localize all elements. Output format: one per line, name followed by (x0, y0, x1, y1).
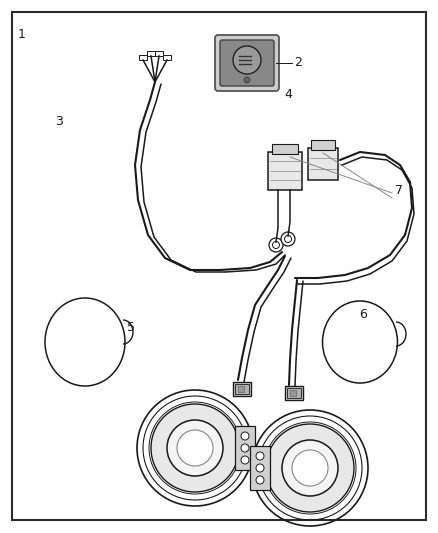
Bar (235, 426, 255, 470)
Circle shape (233, 46, 261, 74)
Circle shape (151, 404, 239, 492)
Circle shape (272, 241, 279, 248)
Bar (268, 152, 302, 190)
Bar (235, 384, 249, 394)
Circle shape (285, 236, 292, 243)
Circle shape (292, 450, 328, 486)
Text: 2: 2 (294, 56, 302, 69)
Circle shape (177, 430, 213, 466)
Bar (308, 148, 338, 180)
Text: 7: 7 (395, 183, 403, 197)
Ellipse shape (45, 298, 125, 386)
Circle shape (282, 440, 338, 496)
Bar (250, 446, 270, 490)
Bar (287, 388, 301, 398)
Circle shape (256, 476, 264, 484)
Circle shape (256, 464, 264, 472)
Text: 5: 5 (127, 321, 135, 334)
Bar (233, 382, 251, 396)
Text: 1: 1 (18, 28, 26, 41)
Circle shape (269, 238, 283, 252)
Bar (238, 386, 244, 392)
Bar (155, 51, 163, 56)
Bar (139, 55, 147, 60)
Circle shape (266, 424, 354, 512)
Bar (290, 390, 296, 396)
Circle shape (167, 420, 223, 476)
Bar (147, 51, 155, 56)
Circle shape (241, 444, 249, 452)
Text: 6: 6 (359, 308, 367, 321)
Bar (285, 386, 303, 400)
Ellipse shape (322, 301, 398, 383)
Text: 4: 4 (285, 88, 293, 101)
Circle shape (256, 452, 264, 460)
FancyBboxPatch shape (220, 40, 274, 86)
Bar (311, 140, 335, 150)
FancyBboxPatch shape (215, 35, 279, 91)
Circle shape (244, 77, 250, 83)
Circle shape (241, 432, 249, 440)
Bar (163, 55, 171, 60)
Bar (272, 144, 298, 154)
Text: 3: 3 (55, 115, 63, 128)
Circle shape (241, 456, 249, 464)
Circle shape (281, 232, 295, 246)
